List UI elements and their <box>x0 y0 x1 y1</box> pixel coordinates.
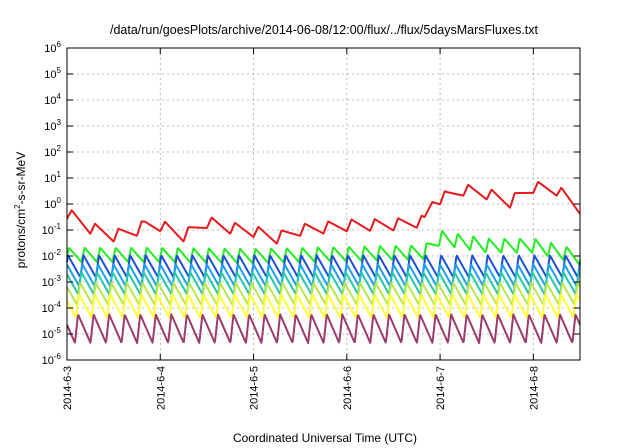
y-tick-label-exp: -1 <box>54 222 62 231</box>
y-tick-label-base: 10 <box>42 277 54 289</box>
y-tick-label: 10-4 <box>42 300 62 315</box>
y-tick-label: 100 <box>44 196 61 211</box>
y-tick-label-exp: 3 <box>57 118 62 127</box>
series-line <box>66 181 581 245</box>
y-tick-label-base: 10 <box>44 69 56 81</box>
y-tick-label: 106 <box>44 40 61 55</box>
y-tick-label-exp: -3 <box>54 274 62 283</box>
series-line <box>66 254 581 279</box>
x-tick-label: 2014-6-3 <box>62 366 74 410</box>
y-tick-label-base: 10 <box>44 147 56 159</box>
x-tick-label: 2014-6-8 <box>528 366 540 410</box>
y-tick-label-base: 10 <box>42 251 54 263</box>
y-tick-label-exp: -5 <box>54 326 62 335</box>
y-tick-label: 104 <box>44 92 61 107</box>
y-tick-label-exp: 1 <box>57 170 62 179</box>
y-tick-label: 101 <box>44 170 61 185</box>
y-tick-label: 10-2 <box>42 248 62 263</box>
y-axis-title: protons/cm2-s-sr-MeV <box>13 152 28 268</box>
y-tick-label-base: 10 <box>42 329 54 341</box>
y-tick-label: 105 <box>44 66 61 81</box>
series-line <box>66 263 581 288</box>
y-tick-label-exp: 6 <box>57 40 62 49</box>
y-tick-label: 10-3 <box>42 274 62 289</box>
y-tick-label: 10-6 <box>42 352 62 367</box>
y-tick-label-exp: -6 <box>54 352 62 361</box>
x-tick-label: 2014-6-6 <box>342 366 354 410</box>
y-tick-label: 10-1 <box>42 222 62 237</box>
y-axis-title-tail: -s-sr-MeV <box>14 152 28 205</box>
y-tick-label-base: 10 <box>44 199 56 211</box>
ticks <box>66 47 580 361</box>
y-tick-label: 102 <box>44 144 61 159</box>
x-axis-title: Coordinated Universal Time (UTC) <box>233 431 417 445</box>
series-layer <box>66 181 581 344</box>
y-tick-label-exp: 2 <box>57 144 62 153</box>
y-tick-label: 103 <box>44 118 61 133</box>
y-axis-title-sup: 2 <box>13 204 22 209</box>
y-tick-label-base: 10 <box>42 225 54 237</box>
y-tick-labels: 10-610-510-410-310-210-11001011021031041… <box>42 40 62 367</box>
series-line <box>66 230 581 265</box>
y-tick-label-exp: 0 <box>57 196 62 205</box>
series-line <box>66 271 581 296</box>
y-tick-label-base: 10 <box>44 95 56 107</box>
y-tick-label-base: 10 <box>42 303 54 315</box>
y-tick-label-base: 10 <box>44 121 56 133</box>
y-tick-label-base: 10 <box>42 355 54 367</box>
y-tick-label-base: 10 <box>44 43 56 55</box>
x-tick-labels: 2014-6-3 2014-6-4 2014-6-5 2014-6-6 2014-6-7… <box>62 366 540 410</box>
y-tick-label-exp: -2 <box>54 248 62 257</box>
y-tick-label: 10-5 <box>42 326 62 341</box>
y-tick-label-base: 10 <box>44 173 56 185</box>
y-tick-label-exp: -4 <box>54 300 62 309</box>
y-tick-label-exp: 5 <box>57 66 62 75</box>
series-line <box>66 281 581 306</box>
x-tick-label: 2014-6-5 <box>249 366 261 410</box>
x-tick-label: 2014-6-4 <box>155 366 167 410</box>
series-line <box>66 313 581 344</box>
y-axis-title-main: protons/cm <box>14 209 28 268</box>
grid <box>67 48 580 360</box>
chart-title: /data/run/goesPlots/archive/2014-06-08/1… <box>110 23 539 37</box>
series-line <box>66 293 581 319</box>
x-tick-label: 2014-6-7 <box>435 366 447 410</box>
y-tick-label-exp: 4 <box>57 92 62 101</box>
